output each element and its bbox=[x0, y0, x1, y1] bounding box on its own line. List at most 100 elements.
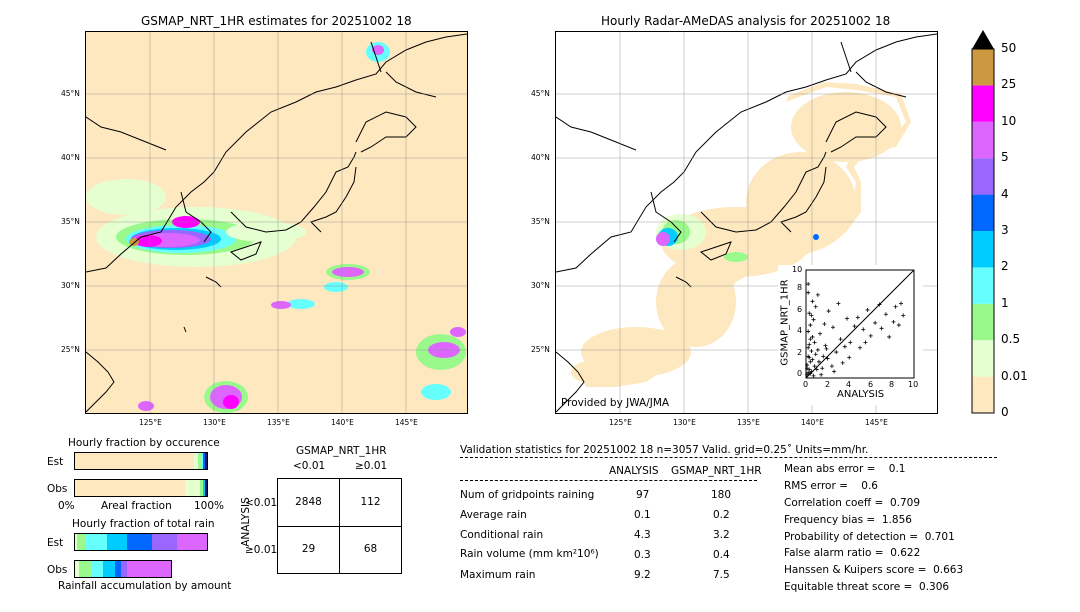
lon-tick-label: 125°E bbox=[139, 418, 162, 427]
bar-segment bbox=[201, 453, 203, 469]
scatter-point bbox=[825, 356, 830, 361]
scatter-point bbox=[808, 337, 813, 342]
scatter-point bbox=[808, 359, 813, 364]
validation-row-label: Conditional rain bbox=[460, 529, 544, 541]
scatter-point bbox=[879, 326, 884, 331]
validation-row-gsmap: 0.4 bbox=[713, 549, 730, 561]
bar-segment bbox=[194, 453, 198, 469]
left-map-plot bbox=[86, 32, 467, 413]
scatter-point bbox=[848, 340, 853, 345]
scatter-inset: 0 2 4 6 8 10 0 2 4 6 8 10 ANALYSIS GSMAP… bbox=[778, 265, 923, 405]
coastline bbox=[556, 351, 585, 413]
lat-tick-label: 40°N bbox=[61, 153, 80, 162]
scatter-point bbox=[826, 309, 831, 314]
scatter-point bbox=[863, 340, 868, 345]
rain-fraction-caption: Rainfall accumulation by amount bbox=[58, 580, 232, 592]
left-map-coastlines bbox=[86, 33, 467, 413]
lat-tick-label: 25°N bbox=[531, 345, 550, 354]
colorbar-label: 0 bbox=[1001, 405, 1009, 419]
validation-row-analysis: 9.2 bbox=[634, 569, 651, 581]
one-to-one-line bbox=[805, 269, 915, 379]
score-line: Frequency bias = 1.856 bbox=[784, 514, 912, 526]
scatter-plot bbox=[805, 269, 915, 379]
coastline bbox=[825, 111, 887, 153]
rain-fraction-row-obs: Obs bbox=[47, 564, 68, 576]
validation-row-gsmap: 3.2 bbox=[713, 529, 730, 541]
scatter-point bbox=[806, 329, 811, 334]
lon-tick-label: 135°E bbox=[737, 418, 760, 427]
precip-area bbox=[421, 384, 451, 400]
validation-row-gsmap: 180 bbox=[711, 489, 732, 501]
contingency-title: GSMAP_NRT_1HR bbox=[296, 445, 387, 457]
bar-segment bbox=[75, 534, 77, 550]
score-line: Correlation coeff = 0.709 bbox=[784, 497, 920, 509]
occurrence-axis-right: 100% bbox=[194, 500, 225, 512]
scatter-point bbox=[824, 346, 829, 351]
colorbar-bin bbox=[972, 376, 994, 413]
scatter-point bbox=[877, 302, 882, 307]
scatter-point bbox=[901, 313, 906, 318]
coastline bbox=[370, 41, 382, 73]
validation-row-gsmap: 7.5 bbox=[713, 569, 730, 581]
validation-col-gsmap: GSMAP_NRT_1HR bbox=[671, 465, 762, 477]
colorbar-label: 0.01 bbox=[1001, 368, 1028, 383]
bar-segment bbox=[200, 480, 203, 496]
scatter-xtick: 0 bbox=[803, 380, 809, 389]
colorbar-blocks bbox=[972, 49, 994, 413]
scatter-point bbox=[893, 304, 898, 309]
scatter-point bbox=[821, 354, 826, 359]
occurrence-bar-est bbox=[74, 452, 208, 470]
validation-row-analysis: 4.3 bbox=[634, 529, 651, 541]
scatter-point bbox=[838, 337, 843, 342]
scatter-xtick: 8 bbox=[889, 380, 895, 389]
coastline bbox=[229, 241, 262, 261]
rain-fraction-row-est: Est bbox=[47, 537, 64, 549]
colorbar-bin bbox=[972, 121, 994, 159]
precip-area bbox=[287, 299, 315, 309]
scatter-ytick: 0 bbox=[797, 369, 803, 378]
colorbar-label: 3 bbox=[1001, 223, 1009, 237]
validation-row-label: Maximum rain bbox=[460, 569, 536, 581]
precip-area bbox=[134, 235, 162, 247]
contingency-grid: 2848 112 29 68 bbox=[277, 478, 402, 574]
scatter-point bbox=[811, 317, 816, 322]
colorbar-bin bbox=[972, 267, 994, 304]
bar-segment bbox=[198, 453, 201, 469]
scatter-xtick: 10 bbox=[908, 380, 919, 389]
scatter-ytick: 6 bbox=[797, 305, 803, 314]
rain-fraction-bar-est bbox=[74, 533, 208, 551]
validation-row-label: Average rain bbox=[460, 509, 527, 521]
colorbar-label: 0.5 bbox=[1001, 332, 1021, 347]
colorbar-label: 25 bbox=[1001, 77, 1017, 92]
bar-segment bbox=[91, 561, 103, 577]
bar-segment bbox=[152, 534, 177, 550]
validation-header-rule bbox=[460, 457, 997, 458]
precip-area bbox=[138, 401, 154, 411]
precip-area bbox=[332, 267, 364, 277]
colorbar-bin bbox=[972, 340, 994, 377]
bar-segment bbox=[127, 561, 171, 577]
lat-tick-label: 30°N bbox=[531, 281, 550, 290]
left-map-panel bbox=[85, 31, 468, 414]
scatter-point bbox=[819, 372, 824, 377]
colorbar-bin bbox=[972, 231, 994, 268]
scatter-point bbox=[855, 315, 860, 320]
scatter-point bbox=[852, 324, 857, 329]
contingency-cell: 68 bbox=[363, 543, 378, 555]
lon-tick-label: 125°E bbox=[609, 418, 632, 427]
scatter-ytick: 8 bbox=[797, 283, 803, 292]
bar-segment bbox=[121, 561, 127, 577]
bar-segment bbox=[205, 453, 207, 469]
colorbar-extend-arrow bbox=[972, 30, 994, 49]
bar-segment bbox=[203, 480, 205, 496]
validation-row-gsmap: 0.2 bbox=[713, 509, 730, 521]
contingency-row-label: ≥0.01 bbox=[245, 544, 278, 556]
scatter-point bbox=[868, 333, 873, 338]
scatter-point bbox=[805, 366, 810, 371]
scatter-point bbox=[812, 340, 817, 345]
scatter-point bbox=[805, 372, 810, 377]
bar-segment bbox=[203, 453, 205, 469]
scatter-point bbox=[809, 313, 814, 318]
scatter-point bbox=[811, 373, 816, 378]
rain-fraction-title: Hourly fraction of total rain bbox=[72, 518, 215, 530]
